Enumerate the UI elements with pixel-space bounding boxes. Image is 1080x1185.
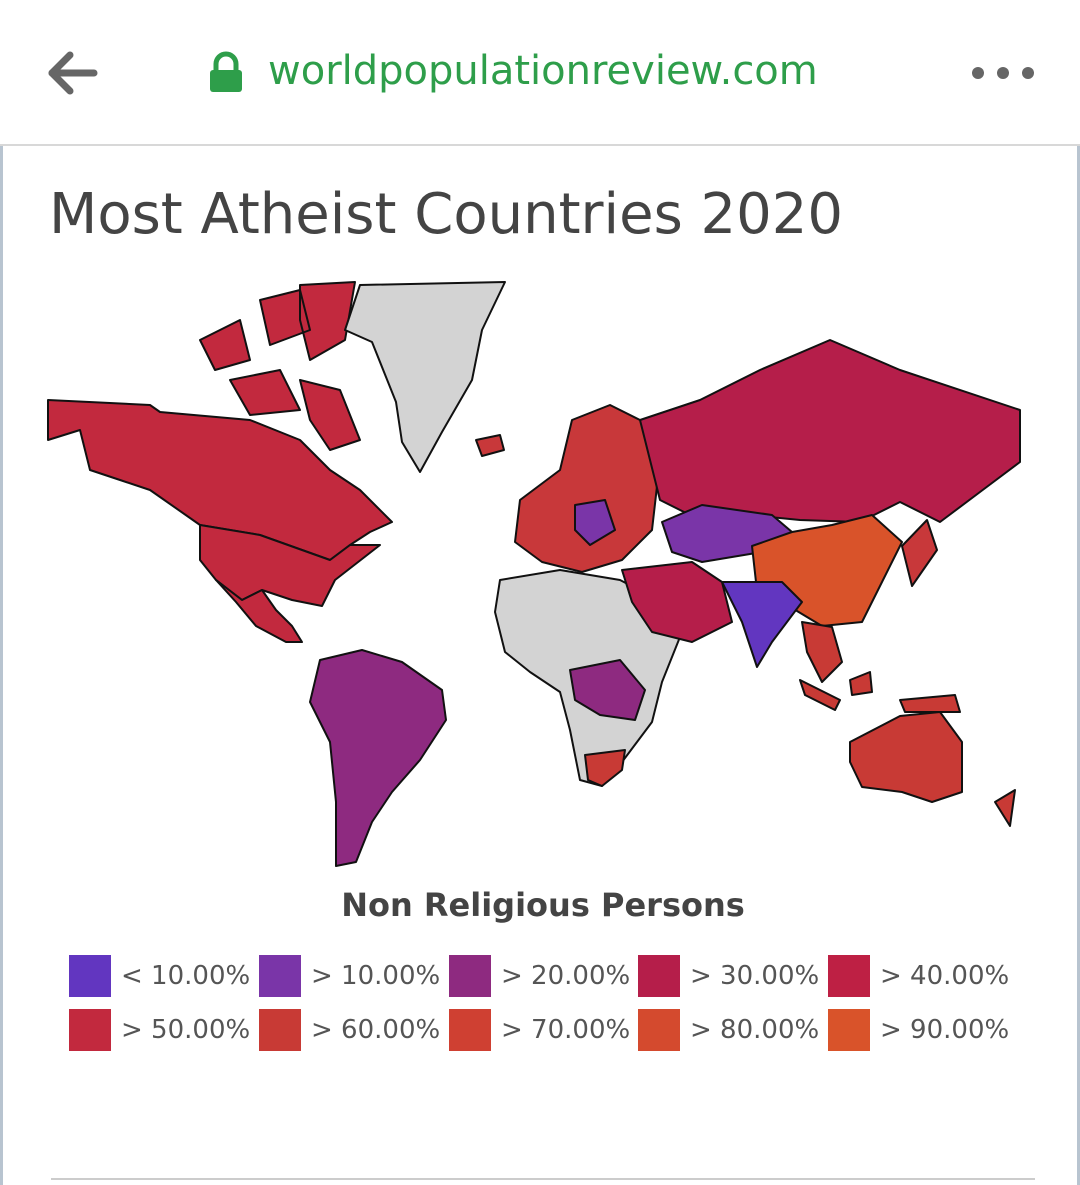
japan bbox=[901, 519, 938, 587]
southeast-asia bbox=[801, 621, 843, 683]
legend-swatch bbox=[638, 1009, 680, 1051]
legend-label: > 40.00% bbox=[880, 961, 1010, 991]
legend-title: Non Religious Persons bbox=[341, 886, 745, 924]
greenland bbox=[344, 281, 506, 473]
menu-button[interactable] bbox=[972, 67, 1034, 79]
legend-item: > 20.00% bbox=[449, 955, 630, 997]
middle-east bbox=[621, 561, 733, 643]
divider bbox=[51, 1178, 1035, 1180]
legend-item: > 60.00% bbox=[259, 1009, 440, 1051]
legend-label: > 30.00% bbox=[690, 961, 820, 991]
legend-label: > 50.00% bbox=[121, 1015, 251, 1045]
legend-label: > 70.00% bbox=[501, 1015, 631, 1045]
legend-item: > 10.00% bbox=[259, 955, 440, 997]
world-map bbox=[47, 281, 1021, 867]
toolbar-icons bbox=[48, 51, 1034, 95]
browser-bar: worldpopulationreview.com bbox=[0, 0, 1080, 146]
page-title: Most Atheist Countries 2020 bbox=[49, 182, 844, 247]
russia bbox=[639, 339, 1021, 523]
legend-item: < 10.00% bbox=[69, 955, 250, 997]
legend-item: > 70.00% bbox=[449, 1009, 630, 1051]
legend-swatch bbox=[638, 955, 680, 997]
lock-icon bbox=[210, 51, 242, 92]
iceland bbox=[475, 434, 505, 457]
legend-label: < 10.00% bbox=[121, 961, 251, 991]
africa-central bbox=[569, 659, 646, 721]
legend-swatch bbox=[449, 1009, 491, 1051]
legend-swatch bbox=[259, 955, 301, 997]
south-africa bbox=[584, 749, 626, 787]
india bbox=[721, 581, 803, 668]
indonesia bbox=[799, 671, 961, 713]
legend-swatch bbox=[828, 1009, 870, 1051]
back-button[interactable] bbox=[48, 51, 98, 95]
australia bbox=[849, 711, 963, 803]
legend-item: > 40.00% bbox=[828, 955, 1009, 997]
mexico bbox=[215, 579, 303, 643]
legend-item: > 80.00% bbox=[638, 1009, 819, 1051]
legend-swatch bbox=[69, 1009, 111, 1051]
legend-swatch bbox=[69, 955, 111, 997]
legend-label: > 20.00% bbox=[501, 961, 631, 991]
europe-east bbox=[574, 499, 616, 546]
url[interactable]: worldpopulationreview.com bbox=[268, 48, 818, 94]
content: Most Atheist Countries 2020 Non Religiou… bbox=[0, 146, 1080, 1185]
legend-label: > 60.00% bbox=[311, 1015, 441, 1045]
legend-item: > 90.00% bbox=[828, 1009, 1009, 1051]
legend-swatch bbox=[259, 1009, 301, 1051]
legend-label: > 10.00% bbox=[311, 961, 441, 991]
legend-swatch bbox=[828, 955, 870, 997]
legend-label: > 90.00% bbox=[880, 1015, 1010, 1045]
new-zealand bbox=[994, 789, 1016, 827]
legend-label: > 80.00% bbox=[690, 1015, 820, 1045]
south-america bbox=[309, 649, 447, 867]
legend-item: > 30.00% bbox=[638, 955, 819, 997]
legend-item: > 50.00% bbox=[69, 1009, 250, 1051]
legend-swatch bbox=[449, 955, 491, 997]
europe bbox=[514, 404, 661, 573]
arctic-islands bbox=[199, 281, 361, 451]
